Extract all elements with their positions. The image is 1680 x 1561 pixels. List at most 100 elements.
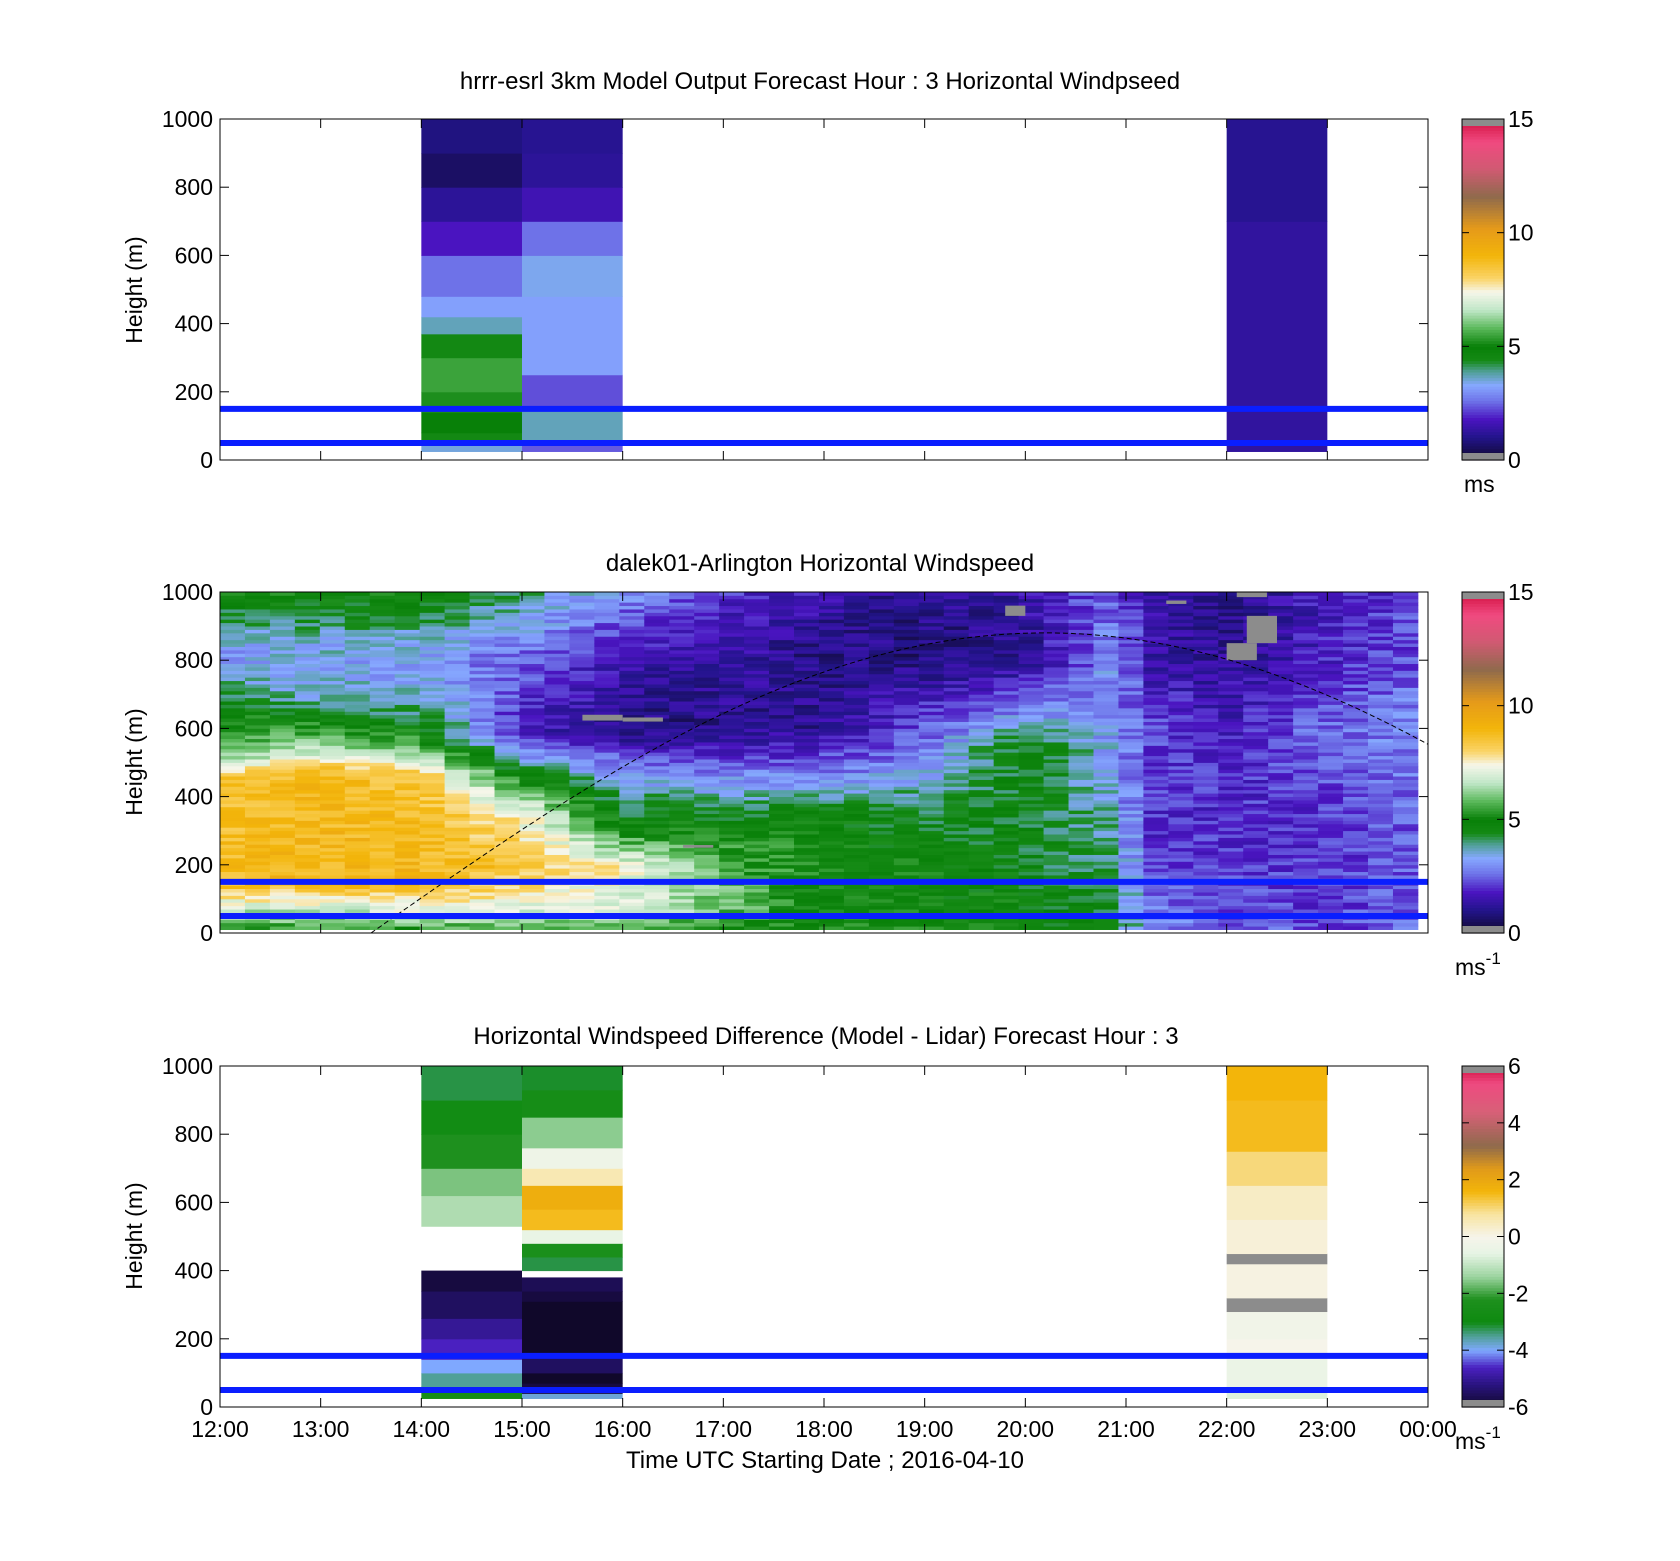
heatmap-cell <box>818 803 845 808</box>
heatmap-cell <box>1368 857 1394 862</box>
heatmap-cell <box>419 735 446 740</box>
heatmap-cell <box>694 919 720 924</box>
heatmap-cell <box>1318 714 1344 719</box>
heatmap-cell <box>1343 864 1369 869</box>
heatmap-cell <box>419 602 446 607</box>
heatmap-cell <box>469 677 495 682</box>
heatmap-cell <box>1093 656 1119 661</box>
heatmap-cell <box>519 694 545 699</box>
colorbar-segment <box>1462 332 1504 336</box>
heatmap-cell <box>1268 742 1294 746</box>
heatmap-cell <box>868 687 895 692</box>
heatmap-cell <box>1118 803 1144 808</box>
heatmap-cell <box>344 840 371 845</box>
heatmap-cell <box>220 694 246 699</box>
heatmap-cell <box>744 898 770 903</box>
heatmap-cell <box>1343 892 1369 896</box>
heatmap-cell <box>993 765 1020 770</box>
heatmap-cell <box>1392 769 1419 774</box>
heatmap-cell <box>469 735 495 740</box>
heatmap-cell <box>644 782 670 787</box>
heatmap-cell <box>794 871 820 876</box>
heatmap-cell <box>893 615 920 620</box>
heatmap-cell <box>344 830 371 835</box>
heatmap-cell <box>594 759 620 763</box>
heatmap-cell <box>644 905 670 910</box>
heatmap-cell <box>1018 612 1044 617</box>
heatmap-cell <box>1068 868 1094 873</box>
heatmap-cell <box>294 697 321 702</box>
heatmap-cell <box>769 694 795 699</box>
heatmap-cell <box>1293 697 1319 702</box>
heatmap-cell <box>1318 707 1344 712</box>
heatmap-cell <box>544 847 570 852</box>
heatmap-cell <box>1343 885 1369 890</box>
heatmap-cell <box>294 622 321 627</box>
heatmap-cell <box>918 649 945 654</box>
heatmap-cell <box>494 684 520 688</box>
heatmap-cell <box>1368 677 1394 682</box>
heatmap-cell <box>369 598 396 603</box>
heatmap-cell <box>619 789 645 794</box>
heatmap-cell <box>1268 684 1294 688</box>
heatmap-cell <box>893 704 920 709</box>
heatmap-cell <box>269 830 296 835</box>
heatmap-cell <box>1168 629 1194 634</box>
heatmap-cell <box>1318 677 1344 682</box>
heatmap-cell <box>843 892 870 896</box>
heatmap-cell <box>1093 875 1119 879</box>
heatmap-cell <box>1168 619 1194 624</box>
heatmap-cell <box>1392 776 1419 780</box>
heatmap-cell <box>1018 694 1044 699</box>
heatmap-cell <box>968 895 995 900</box>
heatmap-cell <box>594 782 620 787</box>
heatmap-cell <box>1143 626 1169 630</box>
x-axis <box>219 119 1429 460</box>
heatmap-cell <box>843 909 870 913</box>
heatmap-cell <box>794 909 820 913</box>
heatmap-cell <box>444 857 470 862</box>
heatmap-cell <box>244 728 271 733</box>
heatmap-cell <box>494 653 520 658</box>
heatmap-cell <box>993 803 1020 808</box>
heatmap-cell <box>694 745 720 750</box>
heatmap-cell <box>1243 782 1269 787</box>
heatmap-cell <box>744 885 770 890</box>
heatmap-cell <box>394 851 421 855</box>
heatmap-cell <box>1343 639 1369 644</box>
heatmap-cell <box>444 765 470 770</box>
heatmap-cell <box>619 643 645 647</box>
heatmap-cell <box>1343 782 1369 787</box>
heatmap-cell <box>394 752 421 757</box>
heatmap-cell <box>319 875 346 879</box>
heatmap-cell <box>1243 745 1269 750</box>
heatmap-cell <box>769 909 795 913</box>
heatmap-cell <box>469 823 495 828</box>
heatmap-cell <box>1093 813 1119 818</box>
heatmap-cell <box>694 817 720 821</box>
heatmap-cell <box>868 643 895 647</box>
heatmap-cell <box>769 810 795 815</box>
heatmap-cell <box>1118 660 1144 665</box>
heatmap-cell <box>1293 673 1319 678</box>
colorbar-unit: ms <box>1464 471 1495 497</box>
heatmap-cell <box>1068 854 1094 859</box>
heatmap-cell <box>1143 752 1169 757</box>
heatmap-cell <box>619 697 645 702</box>
heatmap-cell <box>744 806 770 811</box>
heatmap-cell <box>1193 653 1219 658</box>
heatmap-cell <box>818 738 845 743</box>
heatmap-cell <box>244 639 271 644</box>
heatmap-cell <box>619 605 645 610</box>
heatmap-cell <box>569 803 595 808</box>
heatmap-cell <box>1218 615 1244 620</box>
heatmap-cell <box>1118 752 1144 757</box>
heatmap-cell <box>669 615 695 620</box>
heatmap-cell <box>943 646 970 651</box>
heatmap-cell <box>1118 909 1144 913</box>
heatmap-cell <box>669 619 695 624</box>
heatmap-cell <box>843 796 870 801</box>
heatmap-cell <box>469 782 495 787</box>
heatmap-cell <box>719 721 745 726</box>
heatmap-cell <box>868 718 895 722</box>
